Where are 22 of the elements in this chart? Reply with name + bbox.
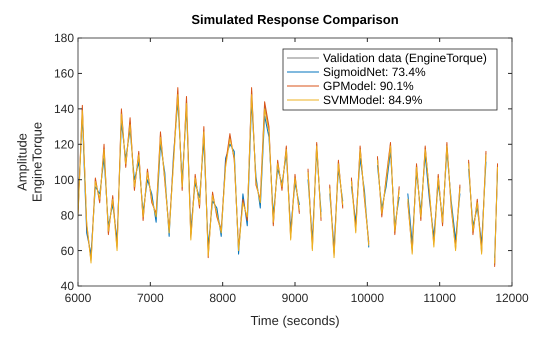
x-tick-label: 8000: [209, 291, 236, 305]
y-tick-label: 40: [60, 279, 74, 294]
x-tick-label: 10000: [350, 291, 384, 305]
legend-label: Validation data (EngineTorque): [323, 51, 487, 66]
x-tick-label: 6000: [64, 291, 92, 305]
legend-label: SigmoidNet: 73.4%: [323, 65, 426, 80]
y-tick-label: 140: [54, 102, 74, 116]
chart-title: Simulated Response Comparison: [191, 12, 399, 27]
x-tick-label: 9000: [282, 291, 309, 305]
x-tick-label: 11000: [423, 291, 456, 305]
x-axis-title: Time (seconds): [250, 313, 340, 328]
x-tick-label: 7000: [136, 291, 164, 305]
y-tick-label: 120: [54, 137, 74, 152]
y-tick-label: 180: [54, 31, 74, 46]
y-tick-label: 80: [60, 208, 74, 222]
y-tick-label: 160: [54, 66, 74, 81]
y-tick-label: 60: [60, 244, 74, 258]
x-tick-label: 12000: [495, 291, 530, 305]
legend-label: SVMModel: 84.9%: [323, 93, 423, 108]
legend-label: GPModel: 90.1%: [323, 79, 414, 94]
y-axis-title: Amplitude EngineTorque: [14, 122, 44, 202]
y-tick-label: 100: [54, 172, 74, 187]
